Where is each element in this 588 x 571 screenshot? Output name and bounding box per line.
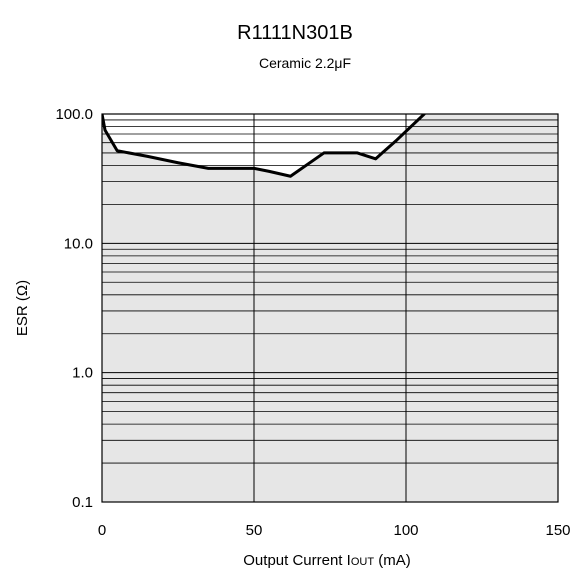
x-axis-label-prefix: Output Current I	[243, 552, 351, 569]
unstable-region	[102, 114, 425, 177]
stable-region	[102, 114, 558, 502]
x-tick-label: 150	[545, 522, 570, 539]
y-axis-label: ESR (Ω)	[14, 280, 31, 336]
x-tick-label: 0	[98, 522, 106, 539]
y-tick-label: 0.1	[72, 494, 93, 511]
y-tick-label: 100.0	[55, 106, 93, 123]
y-tick-label: 10.0	[64, 235, 93, 252]
plot-frame	[101, 113, 559, 503]
x-axis-label-subscript: OUT	[351, 556, 375, 568]
x-axis-label-suffix: (mA)	[374, 552, 411, 569]
chart-title: R1111N301B	[237, 22, 353, 44]
chart-subtitle: Ceramic 2.2μF	[259, 55, 351, 71]
plot-area	[101, 113, 559, 503]
x-tick-label: 100	[393, 522, 418, 539]
y-tick-label: 1.0	[72, 365, 93, 382]
x-tick-label: 50	[246, 522, 263, 539]
series-line	[102, 114, 426, 178]
x-axis-label: Output Current IOUT (mA)	[243, 552, 410, 569]
